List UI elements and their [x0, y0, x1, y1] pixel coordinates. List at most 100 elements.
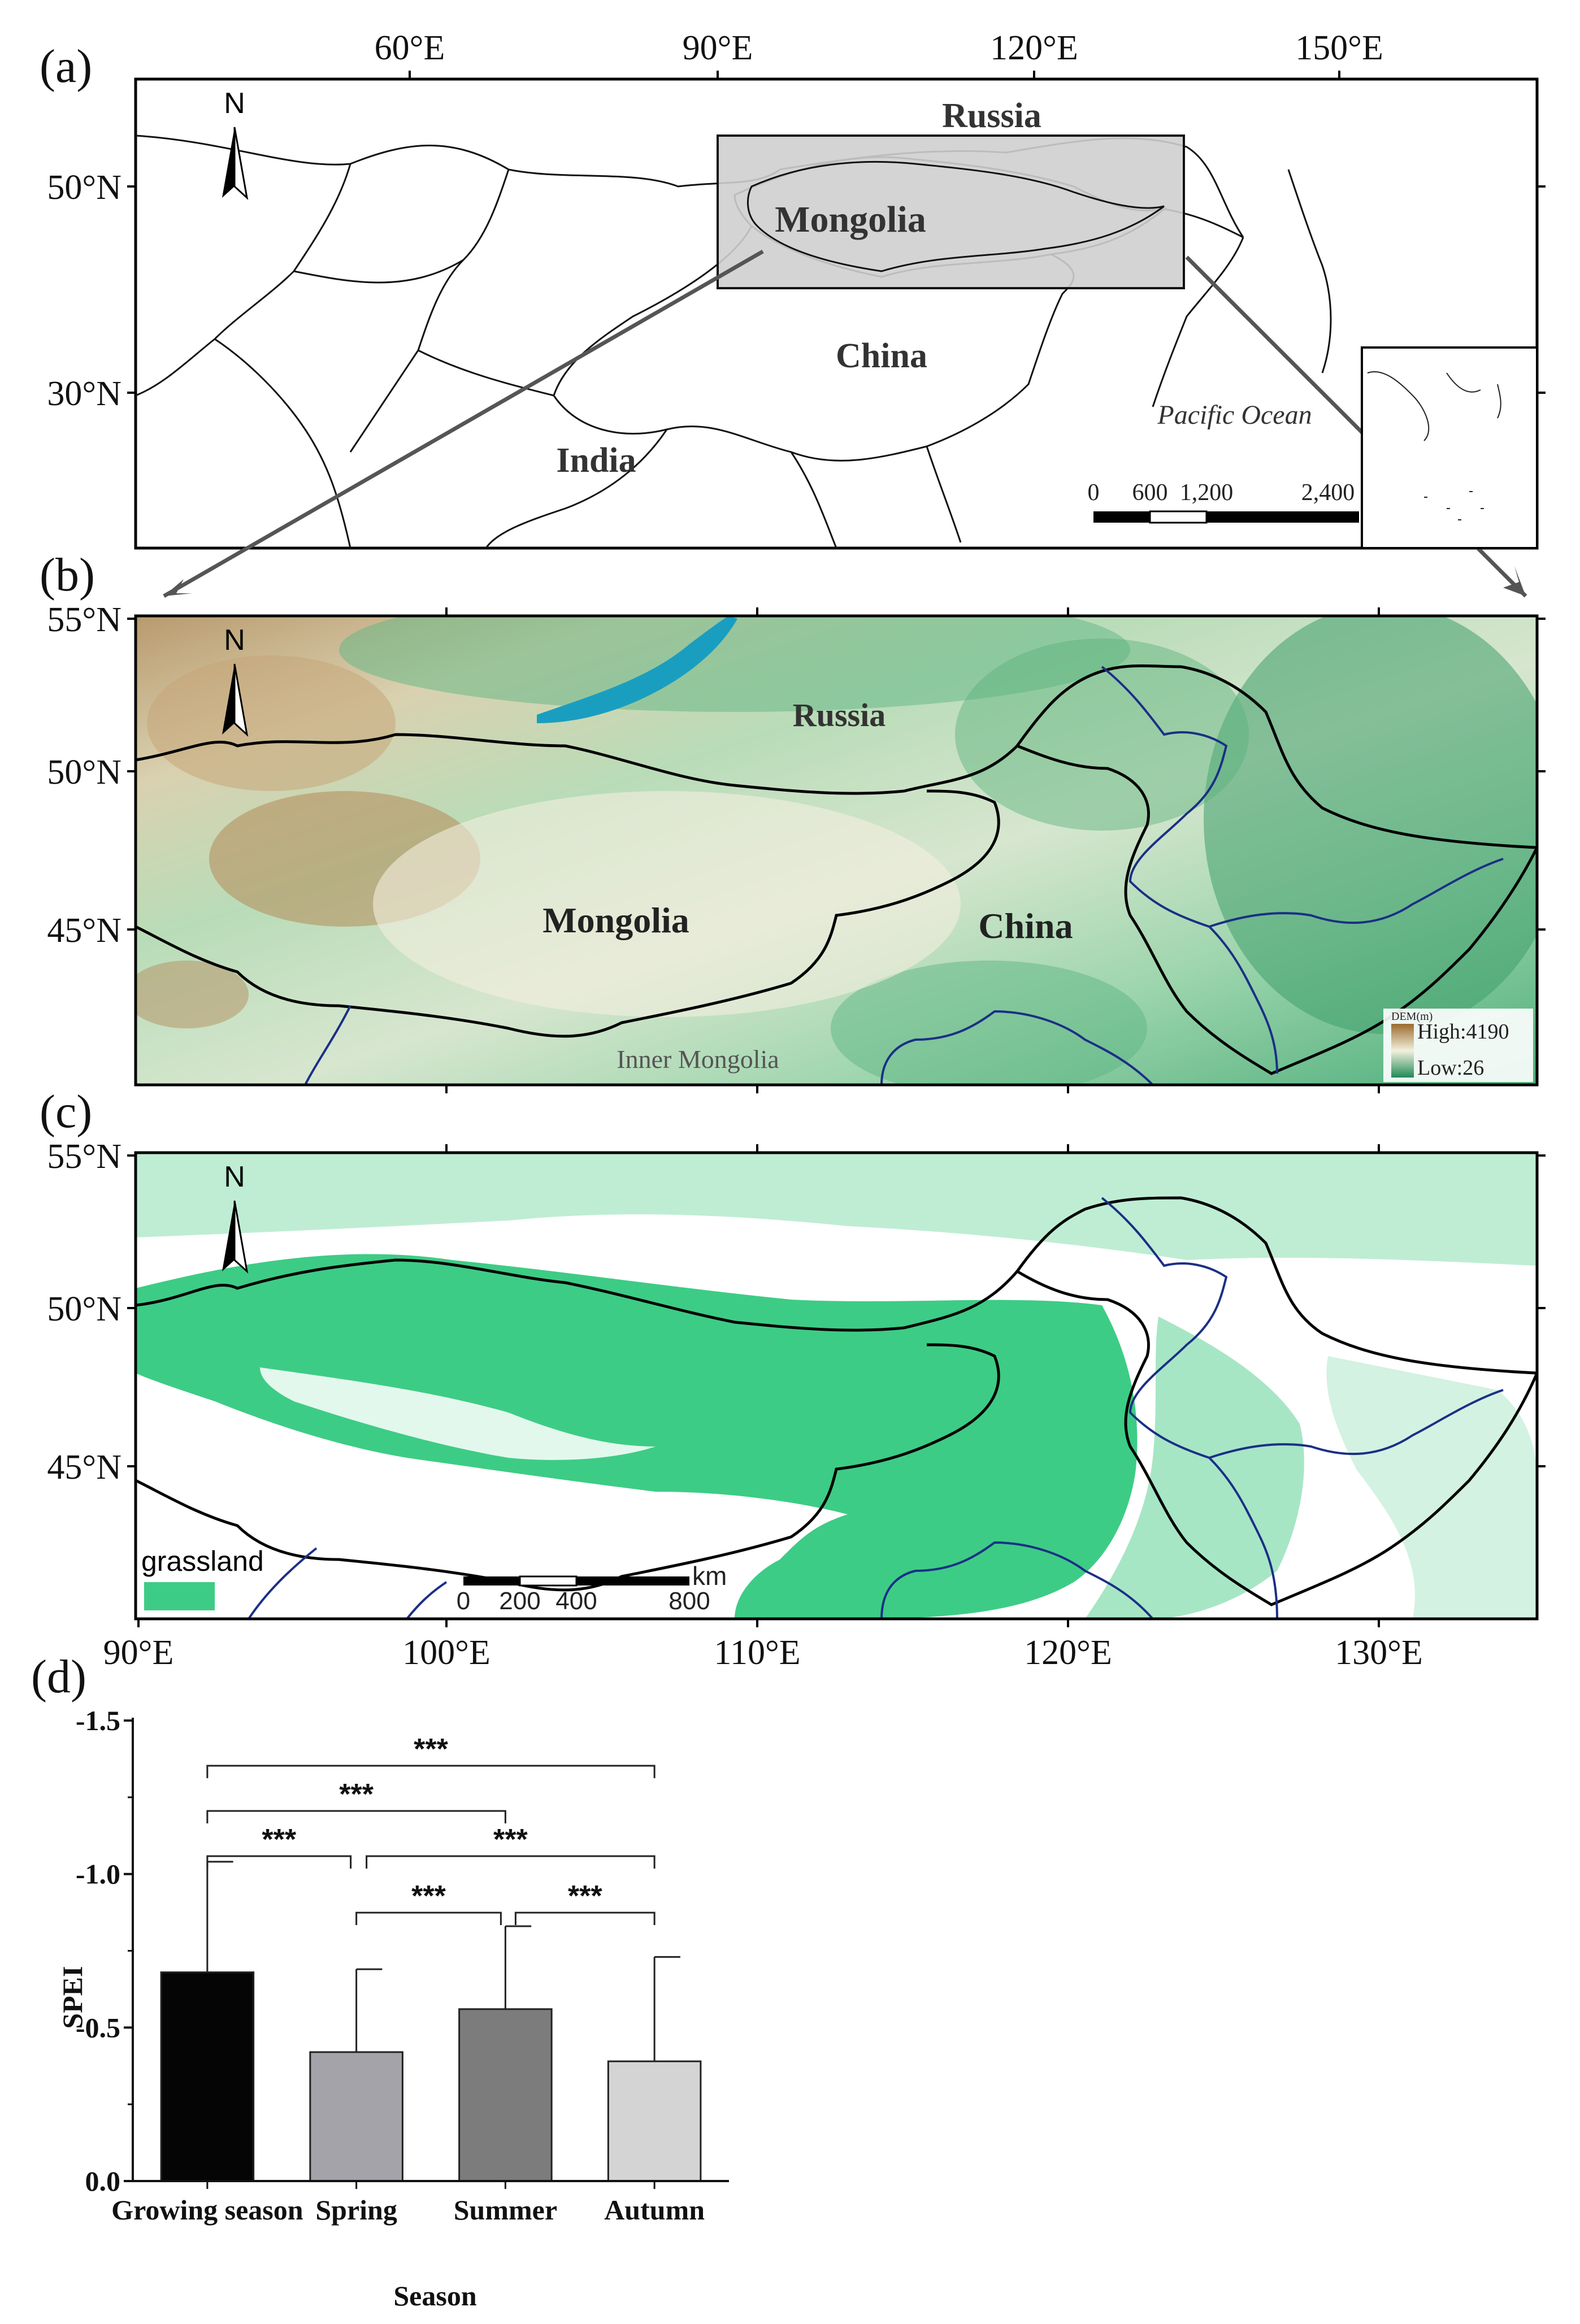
svg-text:400: 400: [555, 1587, 597, 1615]
x-tick-label: Autumn: [604, 2194, 705, 2226]
y-tick-label: -1.0: [76, 1858, 120, 1890]
lon-label: 110°E: [714, 1634, 800, 1672]
scale-bar-c: 0 200 400 800 km: [457, 1561, 727, 1615]
lon-label: 150°E: [1295, 29, 1383, 67]
error-bar: [653, 1956, 680, 2062]
significance-bracket: ***: [206, 1733, 656, 1778]
bar: [160, 1971, 255, 2182]
significance-bracket: ***: [514, 1880, 656, 1925]
svg-text:Low:26: Low:26: [1417, 1056, 1484, 1080]
svg-text:1,200: 1,200: [1180, 480, 1234, 506]
significance-bracket: ***: [355, 1880, 502, 1925]
lat-label: 45°N: [47, 1448, 121, 1487]
panel-a-ticks: [127, 71, 1546, 394]
y-axis-label: SPEI: [57, 1966, 88, 2028]
panel-a: (a) 60°E 90°E 120°E 150°E 50°N 30°N: [40, 29, 1546, 598]
significance-bracket: ***: [366, 1823, 656, 1869]
dem-legend: DEM(m) High:4190 Low:26: [1383, 1009, 1533, 1082]
lat-label: 50°N: [47, 1290, 121, 1328]
panel-d-letter: (d): [31, 1650, 86, 1703]
lon-label: 60°E: [375, 29, 445, 67]
panel-c-letter: (c): [40, 1085, 92, 1138]
north-letter: N: [224, 624, 245, 657]
panel-b-letter: (b): [40, 549, 95, 601]
bar: [607, 2060, 702, 2182]
lon-label: 120°E: [1024, 1634, 1112, 1672]
svg-text:***: ***: [493, 1823, 528, 1856]
connector-left: [163, 249, 764, 598]
label-russia: Russia: [793, 697, 886, 733]
svg-text:600: 600: [1132, 480, 1168, 506]
chart-significance: *** *** *** *** *** ***: [206, 1733, 656, 1925]
y-tick-label: -1.5: [76, 1705, 120, 1736]
svg-text:***: ***: [262, 1823, 296, 1856]
panel-b: (b): [40, 549, 1546, 1093]
label-mongolia: Mongolia: [775, 199, 926, 240]
arrow-left-icon: [164, 579, 192, 596]
svg-text:0: 0: [457, 1587, 470, 1615]
scale-bar-a: 0 600 1,200 2,400 km: [1088, 480, 1394, 531]
panel-c-frame: [134, 1151, 1539, 1621]
lon-label: 90°E: [683, 29, 753, 67]
panel-d-chart: (d) *** *** *** *** *** *** 0.0 -0.5 -1.0 -1.5 Gr…: [31, 1650, 729, 2312]
label-china: China: [836, 337, 927, 375]
svg-text:km: km: [692, 1561, 727, 1591]
lat-label: 45°N: [47, 911, 121, 950]
svg-text:0: 0: [1088, 480, 1100, 506]
svg-text:***: ***: [411, 1880, 446, 1913]
lat-label: 50°N: [47, 753, 121, 792]
lon-label: 120°E: [990, 29, 1078, 67]
x-tick-label: Summer: [454, 2194, 557, 2226]
grassland-north: [136, 1153, 1537, 1266]
lat-label: 50°N: [47, 168, 121, 207]
lat-label: 55°N: [47, 601, 121, 639]
x-tick-label: Growing season: [111, 2194, 303, 2226]
label-india: India: [556, 441, 636, 480]
svg-text:800: 800: [669, 1587, 710, 1615]
lon-label: 90°E: [103, 1634, 174, 1672]
panel-a-letter: (a): [40, 40, 92, 93]
y-tick-label: 0.0: [85, 2165, 121, 2197]
inset-coast: [1367, 371, 1501, 520]
label-mongolia: Mongolia: [542, 900, 689, 940]
lon-label: 100°E: [402, 1634, 491, 1672]
label-china: China: [978, 906, 1073, 946]
svg-text:DEM(m): DEM(m): [1391, 1010, 1433, 1023]
lon-label: 130°E: [1335, 1634, 1423, 1672]
label-russia: Russia: [942, 97, 1041, 135]
significance-bracket: ***: [206, 1823, 352, 1869]
svg-text:***: ***: [339, 1778, 374, 1811]
error-bar: [206, 1861, 233, 1973]
bar: [458, 2008, 553, 2182]
x-tick-label: Spring: [315, 2194, 397, 2226]
lat-label: 55°N: [47, 1137, 121, 1176]
svg-text:200: 200: [499, 1587, 540, 1615]
svg-text:2,400: 2,400: [1301, 480, 1355, 506]
error-bar: [504, 1925, 532, 2009]
y-tick-label: -0.5: [76, 2012, 120, 2043]
bar: [309, 2051, 403, 2182]
lat-label: 30°N: [47, 375, 121, 413]
north-letter: N: [224, 1161, 245, 1193]
svg-text:grassland: grassland: [141, 1545, 264, 1577]
label-inner-mongolia: Inner Mongolia: [617, 1045, 779, 1074]
svg-text:High:4190: High:4190: [1417, 1020, 1509, 1044]
svg-text:***: ***: [568, 1880, 602, 1913]
svg-text:***: ***: [414, 1733, 448, 1766]
mongolia-outline: [746, 160, 1165, 272]
label-pacific-ocean: Pacific Ocean: [1157, 400, 1312, 430]
lake-baikal: [537, 616, 737, 723]
chart-bars: [160, 1971, 702, 2182]
error-bar: [355, 1968, 383, 2052]
grassland-legend: grassland: [141, 1545, 264, 1610]
x-axis-label: Season: [393, 2280, 476, 2312]
chart-error-bars: [206, 1861, 680, 2062]
inset-map: [1361, 346, 1538, 549]
panel-c: (c) 55°: [40, 1085, 1546, 1672]
panel-b-frame: [134, 614, 1539, 1087]
significance-bracket: ***: [206, 1778, 506, 1823]
north-letter: N: [224, 87, 245, 120]
study-area-box: [717, 134, 1185, 289]
arrow-right-icon: [1503, 566, 1526, 596]
